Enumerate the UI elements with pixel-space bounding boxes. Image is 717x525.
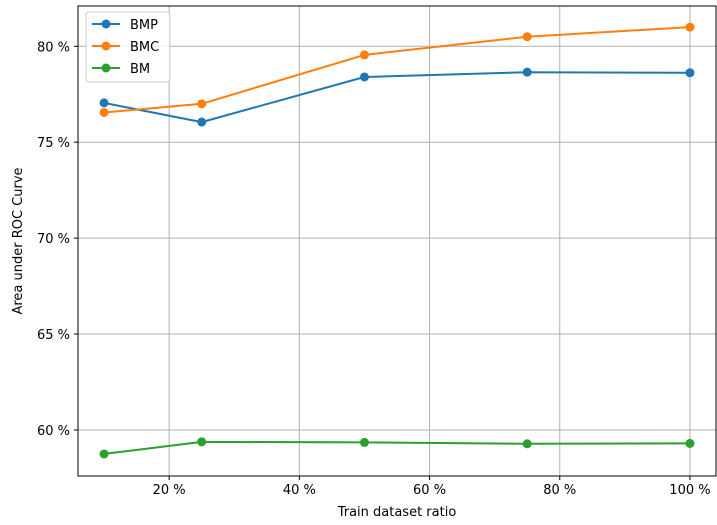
x-tick-label: 80 % — [543, 483, 576, 498]
data-point-bmc — [685, 22, 695, 32]
legend: BMP BMC BM — [85, 11, 171, 83]
x-tick-label: 100 % — [669, 483, 710, 498]
data-point-bm — [197, 437, 207, 447]
series-bm — [99, 437, 695, 459]
y-axis-label: Area under ROC Curve — [11, 167, 26, 314]
x-axis-label: Train dataset ratio — [337, 505, 457, 520]
data-point-bmp — [197, 117, 207, 127]
y-tick-label: 65 % — [37, 328, 70, 343]
y-tick-label: 80 % — [37, 40, 70, 55]
legend-marker-bm — [101, 63, 111, 73]
y-tick-label: 75 % — [37, 136, 70, 151]
x-tick-label: 40 % — [283, 483, 316, 498]
data-point-bm — [359, 437, 369, 447]
plot-border — [77, 5, 717, 477]
legend-marker-bmc — [101, 41, 111, 51]
x-tick-label: 20 % — [153, 483, 186, 498]
series-line-bmp — [103, 71, 691, 124]
data-point-bmp — [522, 67, 532, 77]
plot-frame — [77, 5, 717, 477]
data-point-bmp — [359, 72, 369, 82]
data-point-bmc — [359, 50, 369, 60]
legend-marker-bmp — [101, 19, 111, 29]
legend-label-bmp: BMP — [130, 18, 158, 33]
data-point-bm — [685, 438, 695, 448]
data-point-bmc — [99, 107, 109, 117]
legend-label-bmc: BMC — [130, 40, 159, 55]
y-tick-label: 70 % — [37, 232, 70, 247]
series-area — [99, 22, 695, 459]
series-bmc — [99, 22, 695, 117]
legend-item-bmc: BMC — [92, 40, 159, 55]
legend-label-bm: BM — [130, 62, 150, 77]
data-point-bmc — [197, 99, 207, 109]
data-point-bmc — [522, 32, 532, 42]
legend-item-bmp: BMP — [92, 18, 158, 33]
y-axis-ticks: 60 % 65 % 70 % 75 % 80 % — [37, 40, 78, 439]
grid — [78, 6, 716, 476]
data-point-bmp — [685, 68, 695, 78]
y-tick-label: 60 % — [37, 424, 70, 439]
data-point-bm — [99, 449, 109, 459]
x-axis-ticks: 20 % 40 % 60 % 80 % 100 % — [153, 476, 711, 498]
series-line-bm — [103, 440, 691, 455]
legend-item-bm: BM — [92, 62, 150, 77]
series-bmp — [99, 67, 695, 127]
data-point-bmp — [99, 98, 109, 108]
x-tick-label: 60 % — [413, 483, 446, 498]
data-point-bm — [522, 439, 532, 449]
series-line-bmc — [103, 26, 691, 114]
